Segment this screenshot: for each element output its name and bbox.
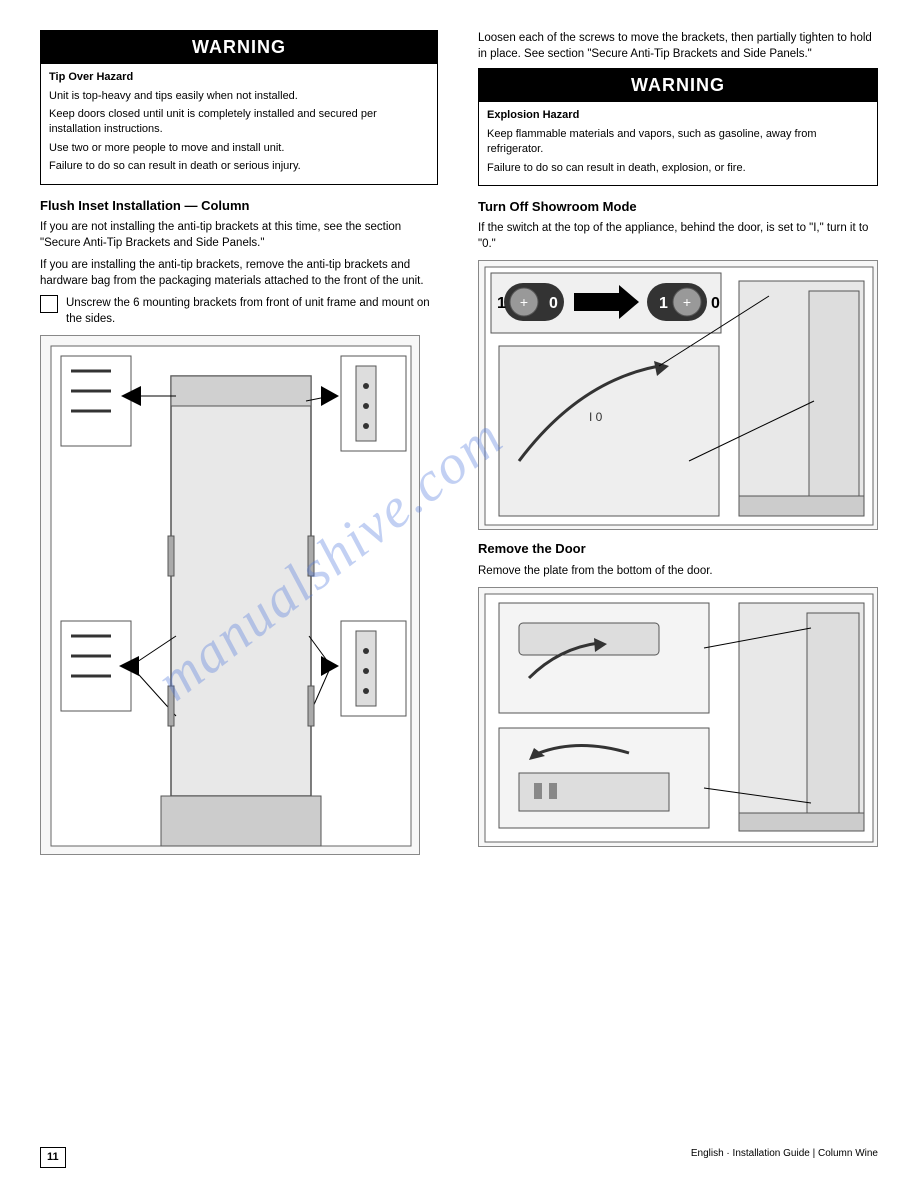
step-1: Unscrew the 6 mounting brackets from fro…: [40, 295, 438, 327]
warning-header: WARNING: [41, 31, 437, 64]
figure-showroom-switch: + 0 1 + 1 0 I 0: [478, 260, 878, 530]
warning-lead: Explosion Hazard: [487, 108, 869, 123]
section-title-remove-door: Remove the Door: [478, 540, 878, 558]
figure-bracket-relocation: [40, 335, 420, 855]
warning-line: Use two or more people to move and insta…: [49, 141, 429, 156]
left-column: WARNING Tip Over Hazard Unit is top-heav…: [40, 30, 438, 863]
page-footer: 11 English · Installation Guide | Column…: [40, 1147, 878, 1168]
right-column: Loosen each of the screws to move the br…: [478, 30, 878, 863]
warning-line: Failure to do so can result in death, ex…: [487, 161, 869, 176]
bracket-diagram-svg: [41, 336, 421, 856]
step-text: Unscrew the 6 mounting brackets from fro…: [66, 295, 438, 327]
warning-line: Keep doors closed until unit is complete…: [49, 107, 429, 138]
page-number: 11: [40, 1147, 66, 1168]
warning-line: Keep flammable materials and vapors, suc…: [487, 127, 869, 158]
warning-lead: Tip Over Hazard: [49, 70, 429, 85]
section-title-flush-inset: Flush Inset Installation — Column: [40, 197, 438, 215]
para: If you are installing the anti-tip brack…: [40, 257, 438, 289]
warning-tip-over: WARNING Tip Over Hazard Unit is top-heav…: [40, 30, 438, 185]
switch-diagram-svg: + 0 1 + 1 0 I 0: [479, 261, 879, 531]
warning-line: Unit is top-heavy and tips easily when n…: [49, 89, 429, 104]
warning-body: Tip Over Hazard Unit is top-heavy and ti…: [41, 64, 437, 183]
section-title-showroom: Turn Off Showroom Mode: [478, 198, 878, 216]
body-text: If the switch at the top of the applianc…: [478, 220, 878, 252]
para: If the switch at the top of the applianc…: [478, 220, 878, 252]
warning-header: WARNING: [479, 69, 877, 102]
para: Remove the plate from the bottom of the …: [478, 563, 878, 579]
body-text: Remove the plate from the bottom of the …: [478, 563, 878, 579]
svg-text:0: 0: [711, 295, 720, 312]
footer-right-text: English · Installation Guide | Column Wi…: [691, 1147, 878, 1168]
svg-text:+: +: [520, 294, 528, 310]
svg-text:+: +: [683, 294, 691, 310]
warning-body: Explosion Hazard Keep flammable material…: [479, 102, 877, 185]
content-columns: WARNING Tip Over Hazard Unit is top-heav…: [40, 30, 878, 863]
svg-text:1: 1: [659, 295, 668, 312]
svg-text:1: 1: [497, 295, 506, 312]
svg-text:0: 0: [549, 295, 558, 312]
para: Loosen each of the screws to move the br…: [478, 30, 878, 62]
para: If you are not installing the anti-tip b…: [40, 219, 438, 251]
warning-explosion: WARNING Explosion Hazard Keep flammable …: [478, 68, 878, 186]
step-checkbox: [40, 295, 58, 313]
body-text: If you are not installing the anti-tip b…: [40, 219, 438, 289]
figure-door-plate: [478, 587, 878, 847]
intro-para: Loosen each of the screws to move the br…: [478, 30, 878, 62]
svg-text:I 0: I 0: [589, 410, 603, 424]
door-plate-svg: [479, 588, 879, 848]
warning-line: Failure to do so can result in death or …: [49, 159, 429, 174]
